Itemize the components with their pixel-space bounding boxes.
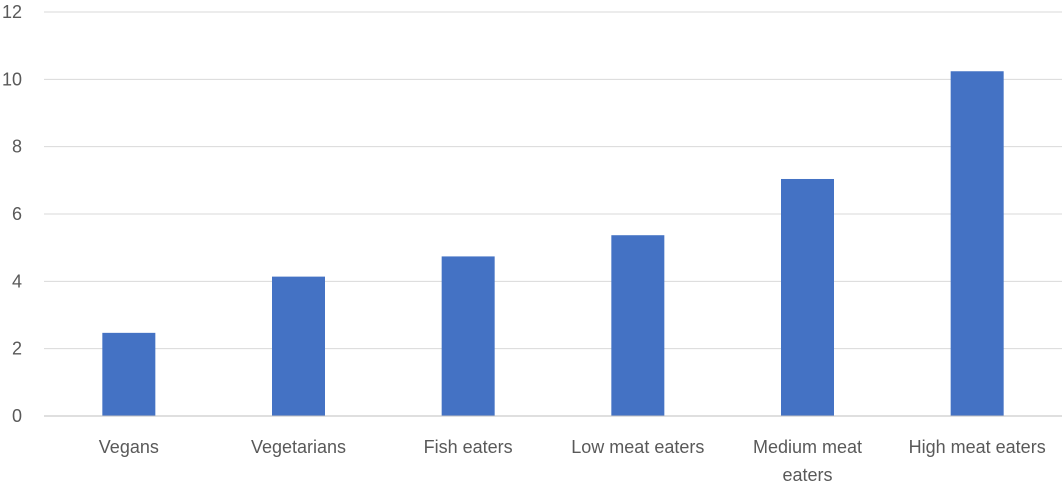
x-category-label-line: Fish eaters: [424, 437, 513, 457]
y-tick-label: 6: [12, 204, 22, 224]
x-category-label: Fish eaters: [424, 437, 513, 457]
x-category-label-line: High meat eaters: [909, 437, 1046, 457]
bar-3: [611, 235, 665, 416]
x-axis-category-labels: Vegans Vegetarians Fish eaters Low meat eat…: [99, 437, 1046, 485]
y-tick-label: 10: [2, 69, 22, 89]
x-category-label-line: Vegans: [99, 437, 159, 457]
bar-1: [272, 276, 325, 416]
x-category-label-line: Medium meat: [753, 437, 862, 457]
y-axis-tick-labels: 0 2 4 6 8 10 12: [2, 2, 22, 426]
gridlines: [44, 11, 1062, 350]
x-category-label: Medium meat eaters: [753, 437, 862, 485]
x-category-label-line: Low meat eaters: [571, 437, 704, 457]
x-category-label-line: eaters: [782, 465, 832, 485]
y-tick-label: 8: [12, 137, 22, 157]
x-category-label: High meat eaters: [909, 437, 1046, 457]
bar-4: [781, 178, 834, 416]
bar-2: [441, 256, 495, 416]
bars: [102, 71, 1004, 417]
y-tick-label: 12: [2, 2, 22, 22]
y-tick-label: 4: [12, 271, 22, 291]
bar-0: [102, 332, 156, 416]
y-tick-label: 2: [12, 339, 22, 359]
y-tick-label: 0: [12, 406, 22, 426]
x-category-label: Low meat eaters: [571, 437, 704, 457]
x-category-label: Vegetarians: [251, 437, 346, 457]
x-category-label: Vegans: [99, 437, 159, 457]
bar-5: [950, 71, 1004, 417]
x-category-label-line: Vegetarians: [251, 437, 346, 457]
